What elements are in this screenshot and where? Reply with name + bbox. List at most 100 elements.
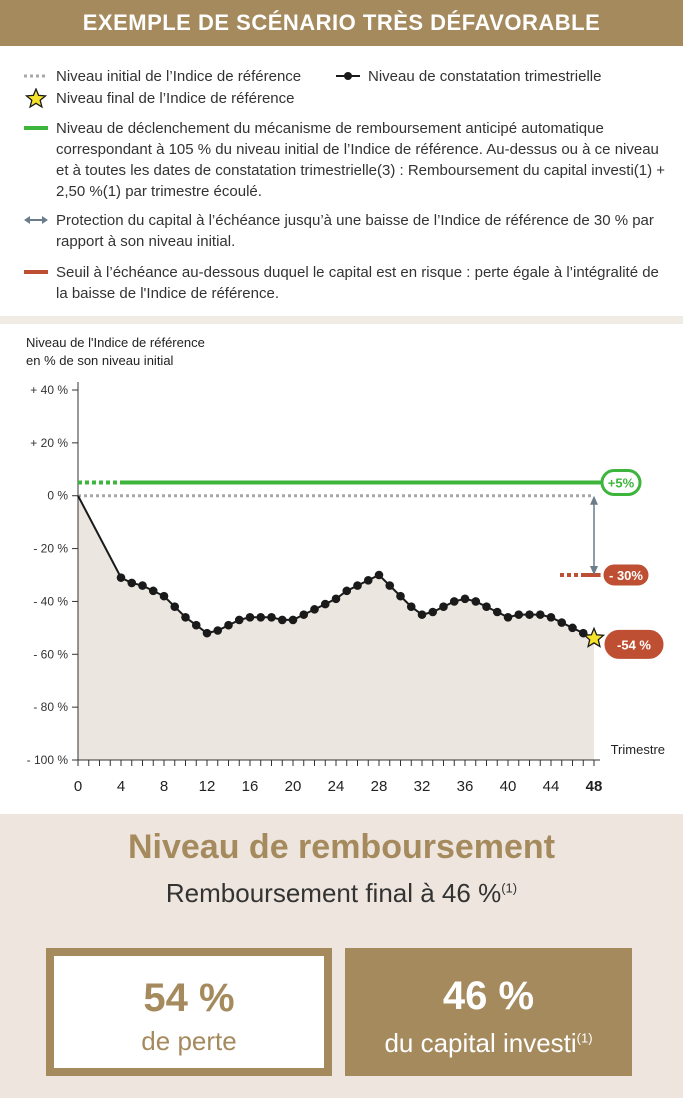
legend-observation-label: Niveau de constatation trimestrielle <box>368 68 602 85</box>
series-point <box>256 612 266 622</box>
series-point <box>471 597 481 606</box>
legend-trigger-label: Niveau de déclenchement du mécanisme de … <box>56 120 666 200</box>
series-point <box>439 602 448 612</box>
capital-label: du capital investi <box>384 1028 577 1058</box>
y-tick-label: - 100 % <box>27 753 69 767</box>
series-point <box>224 620 233 630</box>
series-point <box>310 605 319 614</box>
series-point <box>191 620 201 630</box>
x-tick-label: 28 <box>371 778 388 795</box>
result-title: Niveau de remboursement <box>127 828 556 866</box>
series-point <box>568 623 577 633</box>
series-point <box>181 612 190 622</box>
y-axis-title: en % de son niveau initial <box>26 353 174 368</box>
series-point <box>449 597 459 606</box>
series-point <box>396 591 405 601</box>
loss-box-inner: 54 % de perte <box>54 956 324 1068</box>
legend-final-label: Niveau final de l’Indice de référence <box>56 90 295 107</box>
series-point <box>342 586 352 596</box>
legend: Niveau initial de l’Indice de référence … <box>0 46 683 316</box>
series-point <box>234 615 244 625</box>
legend-initial-label: Niveau initial de l’Indice de référence <box>56 68 302 85</box>
section-separator <box>0 316 683 324</box>
series-point <box>116 573 126 582</box>
trigger-badge-bg <box>600 469 642 496</box>
y-tick-label: - 80 % <box>33 700 68 714</box>
series-point <box>288 615 298 625</box>
area-fill <box>78 495 594 760</box>
green-line-icon <box>24 126 48 130</box>
x-tick-label: 24 <box>328 778 345 795</box>
series-point <box>492 607 502 617</box>
series-point <box>170 602 180 612</box>
y-tick-label: + 40 % <box>30 383 68 397</box>
x-axis-title: Trimestre <box>611 742 665 757</box>
y-axis-title: Niveau de l'Indice de référence <box>26 335 205 350</box>
x-tick-label: 0 <box>74 778 82 795</box>
protection-arrow-head-up <box>590 495 598 505</box>
red-line-icon <box>24 270 48 274</box>
x-tick-label: 4 <box>117 778 125 795</box>
result-subtitle: Remboursement final à 46 %(1) <box>0 878 683 909</box>
series-point <box>482 602 491 612</box>
capital-label-wrap: du capital investi(1) <box>345 1028 632 1059</box>
result-subtitle-sup: (1) <box>501 880 518 896</box>
series-point <box>406 602 416 612</box>
legend-protection-label: Protection du capital à l’échéance jusqu… <box>56 212 654 250</box>
y-tick-label: + 20 % <box>30 436 68 450</box>
x-tick-label: 44 <box>543 778 560 795</box>
scenario-title: EXEMPLE DE SCÉNARIO TRÈS DÉFAVORABLE <box>0 0 683 46</box>
final-star-icon <box>582 626 606 648</box>
loss-label: de perte <box>141 1026 237 1056</box>
series-point <box>299 610 309 619</box>
y-tick-label: - 60 % <box>33 647 68 661</box>
series-point <box>514 610 524 619</box>
series-point <box>320 599 330 609</box>
legend-threshold-label: Seuil à l’échéance au-dessous duquel le … <box>56 264 659 302</box>
series-point <box>138 581 147 590</box>
series-point <box>213 626 223 635</box>
protection-arrow-head-down <box>590 566 598 575</box>
loss-box: 54 % de perte <box>46 948 332 1076</box>
chart-svg: Niveau de l'Indice de référence en % de s… <box>26 335 665 795</box>
x-tick-label: 36 <box>457 778 474 795</box>
x-tick-label: 8 <box>160 778 168 795</box>
result-subtitle-text: Remboursement final à 46 % <box>165 878 502 908</box>
star-icon <box>24 88 48 109</box>
series-point <box>267 612 276 622</box>
series-point <box>277 615 287 625</box>
series-point <box>535 610 545 619</box>
loss-value: 54 % <box>143 976 235 1020</box>
chart: Niveau de l'Indice de référence en % de s… <box>0 324 683 814</box>
series-point <box>385 581 395 590</box>
x-tick-label: 12 <box>199 778 216 795</box>
series-point <box>525 610 534 619</box>
protection-badge: - 30% <box>609 568 643 583</box>
series-point <box>148 586 158 596</box>
series-point <box>460 594 470 604</box>
x-tick-label: 40 <box>500 778 517 795</box>
double-arrow-icon <box>24 216 48 224</box>
y-tick-label: - 20 % <box>33 542 68 556</box>
capital-sup: (1) <box>576 1030 593 1046</box>
series-point <box>503 612 513 622</box>
series-line <box>77 495 595 640</box>
y-tick-label: - 40 % <box>33 594 68 608</box>
line-dot-icon <box>336 72 360 80</box>
series-point <box>159 591 169 601</box>
series-point <box>127 578 137 588</box>
x-tick-label: 32 <box>414 778 431 795</box>
x-tick-label: 48 <box>586 778 603 795</box>
dotted-line-icon <box>24 74 48 78</box>
series-point <box>557 618 567 627</box>
series-point <box>245 612 255 622</box>
final-badge-bg <box>604 629 664 659</box>
capital-value: 46 % <box>442 974 535 1018</box>
series-point <box>353 581 362 590</box>
final-badge: -54 % <box>617 637 651 652</box>
protection-badge-bg <box>600 561 652 589</box>
series-point <box>417 610 427 619</box>
x-tick-label: 20 <box>285 778 302 795</box>
x-tick-label: 16 <box>242 778 259 795</box>
series-point <box>363 575 373 585</box>
